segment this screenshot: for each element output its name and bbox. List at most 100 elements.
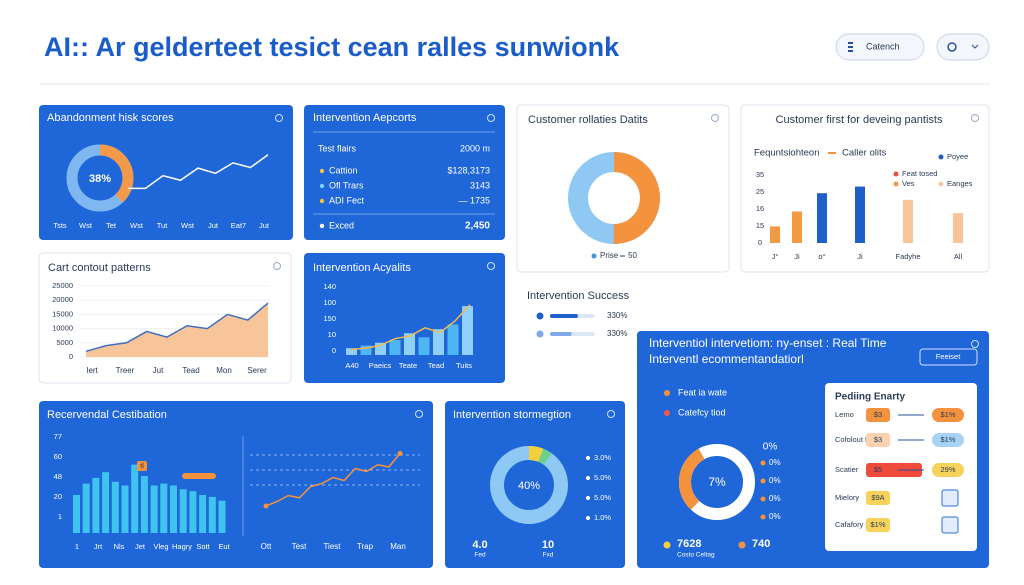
row-label: ADI Fect	[329, 195, 365, 205]
x-label: Mon	[216, 366, 232, 375]
legend-dot	[664, 390, 670, 396]
badge-label: $5	[874, 465, 882, 474]
stat-dot	[663, 541, 671, 549]
y-label: 10	[328, 330, 336, 339]
legend-label: Feat ia wate	[678, 387, 727, 397]
stat-note: Fxd	[543, 552, 554, 559]
x-label: Test	[292, 542, 307, 551]
label-dot	[760, 496, 766, 502]
x-label: Jet	[135, 542, 146, 551]
panel	[304, 105, 505, 240]
panel-title: Intervention stormegtion	[453, 409, 571, 421]
stat-dot	[738, 541, 746, 549]
badge	[932, 463, 964, 477]
line	[85, 302, 269, 353]
x-label: Ji	[794, 252, 800, 261]
legend-dot	[664, 410, 670, 416]
row-label: Cattion	[329, 165, 358, 175]
legend-value: 50	[628, 251, 637, 260]
badge-label: $1%	[870, 520, 885, 529]
y-label: 25	[756, 187, 764, 196]
panel-title: Recervendal Cestibation	[47, 409, 167, 421]
badge-label: $1%	[940, 410, 955, 419]
panel-menu-icon[interactable]	[415, 410, 423, 418]
x-label: Eat7	[231, 221, 246, 230]
reset-button[interactable]	[919, 348, 978, 366]
badge	[866, 463, 922, 477]
card-row-label: Cofolout frelon	[835, 435, 884, 444]
panel-menu-icon[interactable]	[487, 262, 495, 270]
stat-value: 7628	[677, 538, 701, 550]
side-label: 0%	[769, 458, 781, 467]
icon-button[interactable]	[941, 516, 959, 534]
bar	[150, 485, 158, 533]
stat-note: Fed	[474, 552, 486, 559]
bar	[418, 337, 430, 355]
bar	[111, 481, 119, 533]
x-label: Tsts	[53, 221, 67, 230]
y-label: 35	[756, 170, 764, 179]
row-value: 3143	[470, 180, 490, 190]
progress-label: 330%	[607, 329, 627, 338]
subtitle: Caller olits	[842, 148, 887, 159]
bar	[433, 329, 444, 355]
bar	[792, 211, 802, 243]
bar	[404, 333, 415, 355]
y-label: 0	[758, 238, 762, 247]
area	[86, 303, 268, 357]
x-label: Tuits	[456, 361, 472, 370]
x-label: Paeics	[369, 361, 392, 370]
panel-menu-icon[interactable]	[971, 114, 979, 122]
badge	[866, 433, 890, 447]
bar	[903, 199, 913, 243]
panel-menu-icon[interactable]	[275, 114, 283, 122]
panel-title: Cart contout patterns	[48, 262, 151, 274]
progress-label: 330%	[607, 311, 627, 320]
legend-label: Poyee	[947, 152, 968, 161]
donut-label: 40%	[518, 480, 540, 492]
bar	[817, 193, 827, 243]
line	[128, 154, 269, 190]
panel-menu-icon[interactable]	[273, 262, 281, 270]
x-label: A40	[345, 361, 358, 370]
badge	[932, 408, 964, 422]
badge-label: 29%	[940, 465, 955, 474]
panel-menu-icon[interactable]	[607, 410, 615, 418]
panel-menu-icon[interactable]	[971, 340, 979, 348]
y-tick-label: 20000	[52, 295, 73, 304]
y-label: 0	[332, 346, 336, 355]
badge-label: $3	[874, 435, 882, 444]
row-value: — 1735	[458, 195, 490, 205]
legend-dot	[893, 181, 899, 187]
donut-segment	[490, 446, 568, 524]
x-label: J°	[772, 252, 779, 261]
x-label: Wst	[79, 221, 93, 230]
icon-button[interactable]	[941, 489, 959, 507]
side-label: 0%	[769, 476, 781, 485]
bar	[218, 500, 226, 533]
bar	[770, 226, 780, 243]
x-label: Teate	[399, 361, 417, 370]
donut-segment	[490, 446, 568, 524]
panel-menu-icon[interactable]	[711, 114, 719, 122]
x-label: Trap	[357, 542, 374, 551]
bar	[73, 495, 80, 533]
badge	[866, 518, 890, 532]
x-label: Wst	[130, 221, 144, 230]
panel-title: Interventiol intervetiom: ny-enset : Rea…	[649, 336, 887, 350]
panel	[516, 104, 730, 273]
row-icon	[319, 198, 325, 204]
progress-fill	[550, 332, 572, 336]
badge-label: $1%	[940, 435, 955, 444]
y-label: 77	[54, 432, 62, 441]
legend-label: Prise	[600, 251, 619, 260]
bar	[102, 472, 110, 533]
label-dot	[586, 496, 590, 500]
y-tick-label: 0	[69, 352, 73, 361]
x-label: Sott	[196, 542, 210, 551]
filter-button[interactable]	[835, 33, 925, 61]
donut-segment	[568, 152, 660, 244]
panel-menu-icon[interactable]	[487, 114, 495, 122]
settings-button[interactable]	[936, 33, 990, 61]
legend-label: Eanges	[947, 179, 973, 188]
